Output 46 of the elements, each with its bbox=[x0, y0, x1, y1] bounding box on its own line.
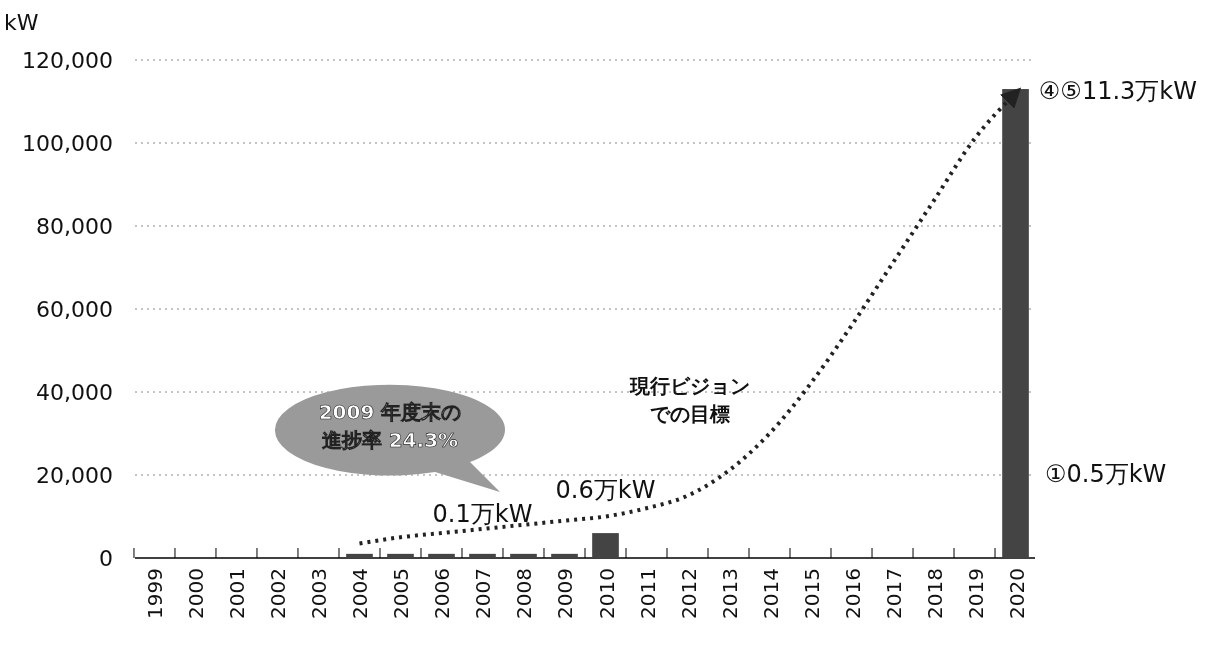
bar bbox=[387, 553, 414, 558]
x-tick-label: 2002 bbox=[266, 568, 291, 619]
y-tick-label: 0 bbox=[99, 546, 113, 571]
x-tick-label: 2011 bbox=[635, 568, 660, 619]
x-tick-label: 2009 bbox=[553, 568, 578, 619]
x-tick-label: 2005 bbox=[389, 568, 414, 619]
bar bbox=[592, 533, 619, 558]
text: ①0.5万kW bbox=[1045, 460, 1167, 488]
x-tick-label: 2000 bbox=[184, 568, 209, 619]
bar bbox=[1002, 89, 1029, 558]
x-tick-label: 2008 bbox=[512, 568, 537, 619]
annotation: 進捗率 24.3% bbox=[321, 428, 459, 452]
x-tick-label: 2020 bbox=[1004, 568, 1029, 619]
x-tick-label: 2004 bbox=[348, 568, 373, 619]
annotation: 0.6万kW bbox=[555, 476, 656, 505]
annotation: ④⑤11.3万kW bbox=[1038, 77, 1197, 106]
x-tick-label: 2017 bbox=[881, 568, 906, 619]
y-tick-label: 120,000 bbox=[22, 48, 113, 73]
bar bbox=[428, 553, 455, 558]
bar bbox=[346, 553, 373, 558]
x-tick-label: 2018 bbox=[922, 568, 947, 619]
x-tick-label: 2016 bbox=[840, 568, 865, 619]
annotation: での目標 bbox=[650, 402, 730, 426]
annotation: 2009 年度末の bbox=[318, 400, 462, 424]
y-tick-label: 60,000 bbox=[36, 297, 113, 322]
y-axis-title: kW bbox=[4, 10, 39, 35]
x-tick-label: 2019 bbox=[963, 568, 988, 619]
y-tick-label: 20,000 bbox=[36, 463, 113, 488]
bar bbox=[551, 553, 578, 558]
x-tick-label: 2012 bbox=[676, 568, 701, 619]
x-tick-label: 1999 bbox=[143, 568, 168, 619]
x-tick-label: 2013 bbox=[717, 568, 742, 619]
x-tick-label: 2014 bbox=[758, 568, 783, 619]
x-tick-label: 2007 bbox=[471, 568, 496, 619]
x-tick-label: 2015 bbox=[799, 568, 824, 619]
x-tick-label: 2003 bbox=[307, 568, 332, 619]
x-tick-label: 2001 bbox=[225, 568, 250, 619]
bar bbox=[510, 553, 537, 558]
x-tick-label: 2010 bbox=[594, 568, 619, 619]
annotation: 0.1万kW bbox=[432, 499, 533, 528]
annotation: 現行ビジョン bbox=[629, 374, 750, 398]
y-tick-label: 100,000 bbox=[22, 131, 113, 156]
x-tick-label: 2006 bbox=[430, 568, 455, 619]
bar bbox=[469, 553, 496, 558]
y-tick-label: 40,000 bbox=[36, 380, 113, 405]
y-tick-label: 80,000 bbox=[36, 214, 113, 239]
